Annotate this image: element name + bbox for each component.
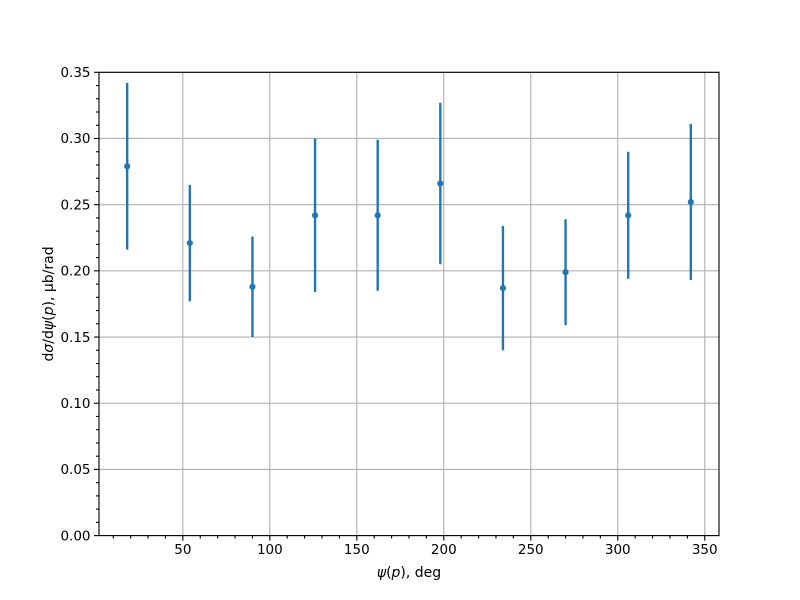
data-point-marker	[437, 180, 444, 187]
y-tick-label: 0.35	[60, 65, 90, 81]
data-point-marker	[625, 212, 632, 219]
data-point-marker	[499, 284, 507, 292]
data-point-marker	[374, 212, 381, 219]
x-tick-label: 300	[605, 542, 631, 558]
data-point-marker	[687, 198, 694, 206]
data-point-marker	[311, 212, 319, 219]
axis-labels-layer: 50 100 150 200 250 300 350 0.00 0.05 0.10 0.15 0.20…	[41, 65, 718, 581]
x-tick-label: 200	[431, 542, 457, 558]
data-point-marker	[249, 283, 256, 290]
x-tick-label: 350	[692, 542, 718, 558]
x-tick-label: 150	[344, 542, 370, 558]
y-tick-label: 0.10	[60, 396, 90, 412]
x-tick-label: 50	[174, 542, 191, 558]
data-series-layer	[124, 82, 694, 351]
y-tick-label: 0.00	[60, 528, 90, 544]
y-tick-label: 0.25	[60, 197, 90, 213]
data-point-marker	[124, 163, 131, 170]
data-point-marker	[562, 269, 569, 276]
plot-frame	[98, 71, 720, 537]
axes-layer	[94, 71, 720, 541]
data-point-marker	[186, 239, 193, 247]
x-tick-label: 250	[518, 542, 544, 558]
x-tick-label: 100	[257, 542, 283, 558]
y-tick-label: 0.20	[60, 264, 90, 280]
grid-layer	[99, 71, 719, 537]
y-tick-label: 0.30	[60, 131, 90, 147]
y-axis-label: dσ/dψ(p), μb/rad	[41, 246, 57, 361]
x-axis-label: ψ(p), deg	[377, 565, 441, 581]
y-tick-label: 0.15	[60, 330, 90, 346]
y-tick-label: 0.05	[60, 462, 90, 478]
